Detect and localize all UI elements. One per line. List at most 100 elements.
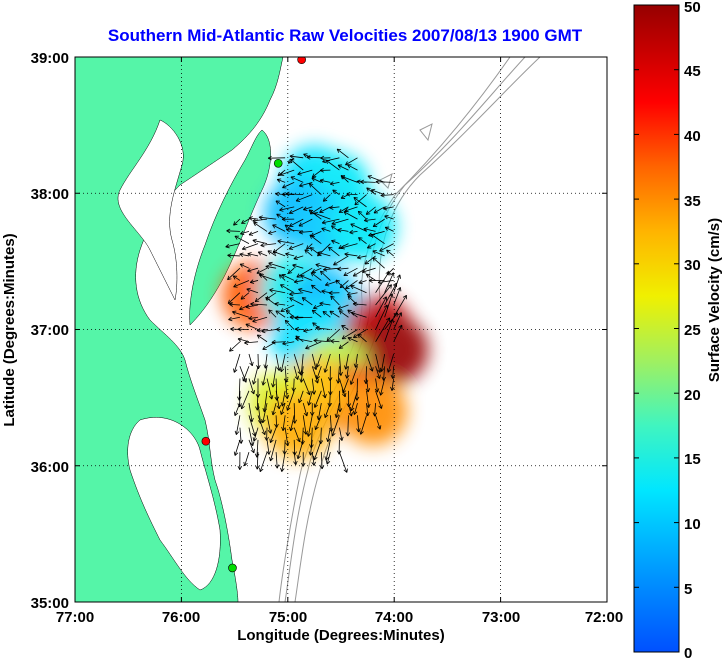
velocity-vector-head bbox=[349, 229, 353, 233]
velocity-vector-head bbox=[271, 411, 274, 416]
velocity-vector-head bbox=[292, 419, 296, 424]
velocity-field bbox=[221, 145, 429, 459]
velocity-vector-head bbox=[247, 252, 252, 254]
colorbar-tick-label: 50 bbox=[684, 0, 701, 16]
velocity-vector-head bbox=[252, 218, 257, 222]
velocity-vector-head bbox=[298, 288, 302, 293]
velocity-vector bbox=[248, 316, 259, 320]
velocity-vector bbox=[391, 378, 395, 391]
velocity-vector-head bbox=[354, 203, 359, 206]
velocity-vector-head bbox=[266, 451, 270, 455]
velocity-vector bbox=[341, 325, 349, 330]
velocity-vector bbox=[344, 253, 358, 257]
velocity-vector bbox=[353, 402, 358, 415]
velocity-vector bbox=[303, 206, 313, 211]
velocity-vector-head bbox=[346, 374, 350, 379]
velocity-vector-head bbox=[269, 288, 274, 291]
velocity-vector-head bbox=[309, 209, 314, 211]
velocity-vector bbox=[331, 218, 349, 225]
velocity-vectors bbox=[225, 148, 407, 473]
velocity-vector-head bbox=[343, 211, 347, 216]
velocity-vector-head bbox=[339, 408, 343, 413]
velocity-vector bbox=[289, 155, 304, 159]
velocity-vector-head bbox=[307, 433, 312, 437]
velocity-vector-head bbox=[351, 412, 353, 417]
velocity-vector bbox=[353, 267, 367, 277]
velocity-vector bbox=[350, 390, 358, 411]
velocity-vector bbox=[267, 250, 277, 257]
velocity-vector bbox=[253, 427, 259, 442]
velocity-vector-head bbox=[350, 285, 354, 290]
velocity-vector bbox=[393, 295, 407, 318]
velocity-vector bbox=[245, 323, 259, 330]
velocity-vector bbox=[229, 341, 241, 352]
velocity-vector-head bbox=[276, 464, 280, 469]
velocity-vector bbox=[247, 253, 259, 257]
velocity-vector-head bbox=[280, 174, 285, 177]
velocity-vector-head bbox=[290, 427, 294, 432]
velocity-vector-head bbox=[354, 200, 357, 206]
x-axis-label: Longitude (Degrees:Minutes) bbox=[237, 627, 445, 644]
velocity-vector-head bbox=[299, 182, 303, 187]
velocity-vector-head bbox=[363, 228, 368, 232]
velocity-vector-head bbox=[240, 298, 246, 300]
velocity-vector bbox=[339, 310, 349, 318]
velocity-vector bbox=[329, 310, 340, 318]
velocity-vector-head bbox=[275, 200, 279, 205]
velocity-vector-head bbox=[256, 365, 259, 370]
velocity-vector-head bbox=[280, 402, 283, 407]
velocity-vector-head bbox=[323, 199, 328, 202]
velocity-vector bbox=[332, 189, 340, 195]
velocity-vector-head bbox=[302, 297, 307, 299]
velocity-vector-head bbox=[312, 309, 317, 312]
velocity-vector bbox=[337, 229, 349, 232]
velocity-vector-head bbox=[278, 405, 281, 410]
velocity-vector-head bbox=[271, 341, 276, 345]
velocity-vector-head bbox=[246, 287, 251, 290]
velocity-vector bbox=[353, 329, 367, 339]
velocity-vector bbox=[322, 194, 331, 202]
velocity-vector-head bbox=[226, 228, 231, 232]
velocity-vector bbox=[357, 333, 367, 343]
velocity-vector-head bbox=[311, 411, 315, 416]
velocity-vector bbox=[303, 329, 313, 332]
velocity-vector-head bbox=[358, 237, 363, 239]
velocity-vector bbox=[277, 179, 286, 183]
velocity-vector bbox=[275, 452, 278, 469]
velocity-vector-head bbox=[383, 376, 387, 381]
velocity-vector bbox=[282, 341, 295, 345]
velocity-vector-head bbox=[275, 193, 280, 197]
velocity-vector-head bbox=[316, 376, 321, 380]
velocity-vector-head bbox=[310, 272, 316, 274]
velocity-vector-head bbox=[255, 300, 260, 303]
velocity-vector-head bbox=[254, 432, 257, 437]
velocity-vector-head bbox=[351, 311, 356, 313]
velocity-vector-head bbox=[271, 395, 274, 400]
velocity-vector-head bbox=[344, 374, 348, 379]
velocity-vector-head bbox=[279, 209, 284, 212]
velocity-vector bbox=[288, 243, 304, 250]
velocity-vector-head bbox=[225, 246, 230, 249]
velocity-vector-head bbox=[341, 389, 344, 394]
velocity-vector bbox=[325, 280, 340, 286]
velocity-vector-head bbox=[294, 376, 299, 380]
velocity-vector-head bbox=[357, 257, 362, 260]
velocity-vector bbox=[304, 249, 313, 257]
velocity-vector-head bbox=[299, 371, 302, 376]
velocity-vector-head bbox=[372, 367, 374, 372]
velocity-vector-head bbox=[331, 432, 333, 437]
velocity-vector-head bbox=[314, 212, 319, 214]
velocity-vector-head bbox=[315, 327, 320, 331]
velocity-vector-head bbox=[359, 430, 362, 435]
velocity-vector-head bbox=[368, 278, 373, 281]
velocity-vector-head bbox=[288, 272, 293, 274]
velocity-vector bbox=[330, 295, 340, 306]
velocity-vector-head bbox=[249, 362, 253, 367]
velocity-vector-head bbox=[353, 197, 358, 199]
velocity-vector bbox=[366, 273, 376, 281]
velocity-vector-head bbox=[340, 175, 346, 177]
velocity-vector-head bbox=[319, 465, 323, 470]
velocity-vector bbox=[313, 340, 331, 343]
velocity-vector bbox=[310, 231, 322, 237]
velocity-vector bbox=[302, 415, 307, 435]
